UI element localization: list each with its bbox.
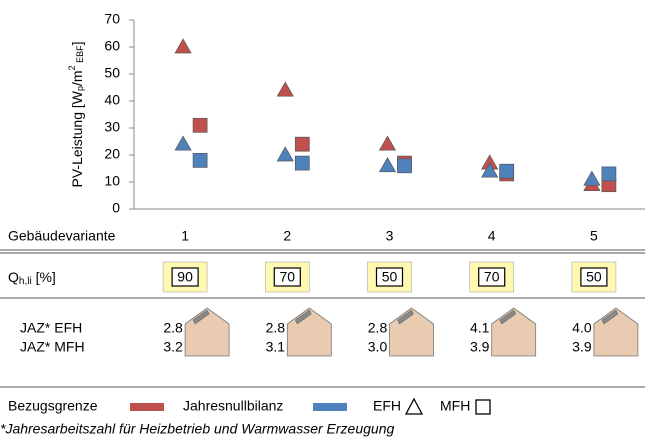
y-tick-label: 10 <box>104 173 120 189</box>
legend-label: Bezugsgrenze <box>8 398 98 414</box>
y-tick-label: 70 <box>104 11 120 27</box>
q-box <box>273 267 301 287</box>
triangle-marker <box>276 146 294 162</box>
legend-triangle <box>404 397 424 415</box>
legend-label: MFH <box>440 398 470 414</box>
y-label-part: /m <box>69 70 85 86</box>
q-label: Qh,li [%] <box>8 269 56 287</box>
square-marker <box>294 155 310 171</box>
triangle-marker <box>174 135 192 151</box>
y-label: PV-Leistung [Wp/m2 EBF] <box>67 42 85 188</box>
q-box <box>375 267 404 287</box>
square-marker <box>601 166 617 182</box>
x-tick-label: 1 <box>181 228 189 244</box>
square-marker <box>499 163 515 179</box>
legend-square <box>475 399 491 415</box>
square-marker <box>397 158 412 174</box>
q-value: 70 <box>280 269 296 285</box>
jaz-label: JAZ* EFH <box>20 320 82 336</box>
jaz-value: 3.0 <box>368 339 388 355</box>
y-label-part: p <box>75 86 85 91</box>
jaz-value: 3.9 <box>470 339 490 355</box>
x-tick-label: 3 <box>386 228 394 244</box>
q-value: 50 <box>382 269 398 285</box>
x-tick-label: 4 <box>488 228 496 244</box>
triangle-marker <box>378 135 397 151</box>
y-tick-label: 60 <box>104 38 120 54</box>
pv-icon <box>192 309 210 325</box>
footnote: *Jahresarbeitszahl für Heizbetrieb und W… <box>0 421 394 437</box>
triangle-marker <box>481 162 499 178</box>
y-tick-label: 50 <box>104 65 120 81</box>
pv-icon <box>397 309 414 325</box>
square-marker <box>192 117 208 133</box>
jaz-value: 4.0 <box>572 320 592 336</box>
jaz-value: 2.8 <box>368 320 388 336</box>
q-label-part: h,li <box>19 276 32 287</box>
triangle-marker <box>583 170 601 186</box>
pv-icon <box>601 309 619 325</box>
legend-label: Jahresnullbilanz <box>183 398 283 414</box>
jaz-label: JAZ* MFH <box>20 339 85 355</box>
triangle-marker <box>378 157 397 173</box>
x-tick-label: 2 <box>283 228 291 244</box>
y-label-part: PV-Leistung [W <box>69 90 85 187</box>
x-tick-label: 5 <box>590 228 598 244</box>
y-tick-label: 40 <box>104 92 120 108</box>
q-label-part: Q <box>8 269 19 285</box>
q-value: 70 <box>484 269 500 285</box>
q-value: 90 <box>177 269 193 285</box>
jaz-value: 2.8 <box>266 320 286 336</box>
jaz-value: 2.8 <box>163 320 183 336</box>
q-box <box>171 267 199 287</box>
square-marker <box>192 153 208 168</box>
legend-swatch <box>130 403 164 411</box>
jaz-value: 3.1 <box>266 339 286 355</box>
x-label: Gebäudevariante <box>8 228 116 244</box>
legend-swatch <box>313 403 347 411</box>
square-marker <box>294 136 310 152</box>
pv-icon <box>499 309 517 325</box>
jaz-value: 3.2 <box>163 339 183 355</box>
triangle-marker <box>276 81 294 97</box>
legend-label: EFH <box>373 398 401 414</box>
jaz-value: 4.1 <box>470 320 490 336</box>
y-tick-label: 20 <box>104 146 120 162</box>
pv-icon <box>294 309 312 325</box>
triangle-marker <box>174 38 192 54</box>
q-value: 50 <box>586 269 602 285</box>
y-label-part: 2 <box>67 65 77 70</box>
y-label-part: EBF <box>75 45 85 66</box>
q-box <box>580 267 608 287</box>
q-box <box>478 267 506 287</box>
y-tick-label: 30 <box>104 119 120 135</box>
y-label-part: ] <box>69 42 85 46</box>
jaz-value: 3.9 <box>572 339 592 355</box>
q-label-part: [%] <box>32 269 56 285</box>
y-tick-label: 0 <box>112 200 120 216</box>
